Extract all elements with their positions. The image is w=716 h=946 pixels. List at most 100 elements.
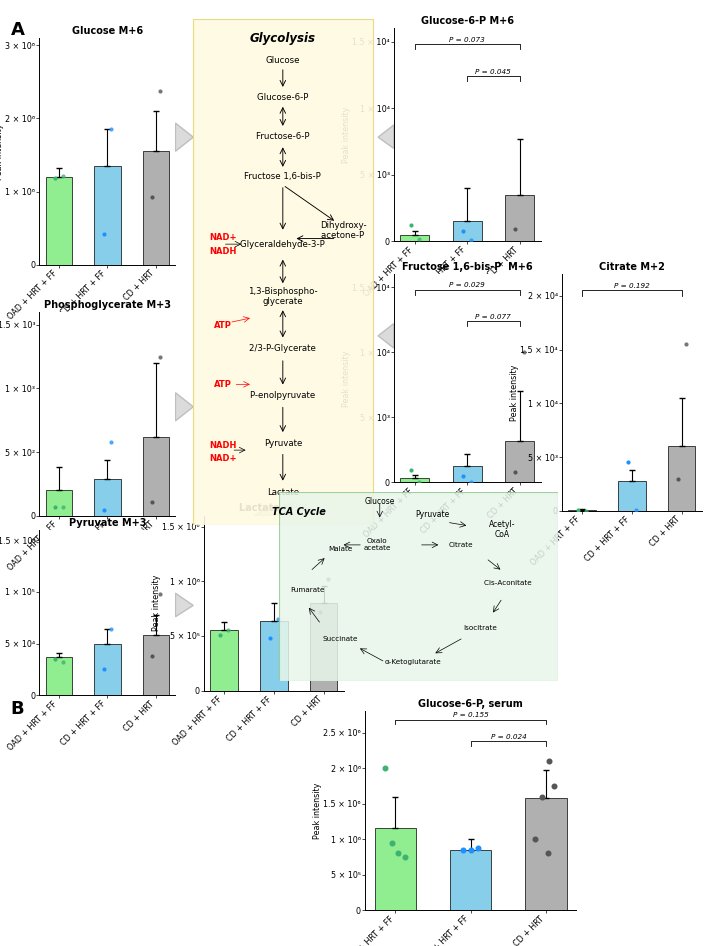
- Point: [405, 463, 417, 478]
- Title: Citrate M+2: Citrate M+2: [599, 262, 665, 272]
- Bar: [94, 166, 121, 265]
- Text: Glucose-6-​P: Glucose-6-​P: [257, 93, 309, 102]
- Point: [105, 434, 117, 449]
- Point: [154, 587, 165, 602]
- Bar: [142, 151, 169, 265]
- Bar: [142, 437, 169, 516]
- Text: Pyruvate: Pyruvate: [263, 439, 302, 447]
- Point: [105, 122, 117, 137]
- Title: Pyruvate M+3: Pyruvate M+3: [69, 517, 146, 528]
- Title: Glucose-6-P M+6: Glucose-6-P M+6: [421, 16, 513, 26]
- Text: Fumarate: Fumarate: [290, 587, 324, 593]
- FancyBboxPatch shape: [193, 19, 373, 525]
- Text: Cis-​Aconitate: Cis-​Aconitate: [484, 580, 532, 586]
- Text: Fructose 1,6-bis-​P: Fructose 1,6-bis-​P: [244, 172, 321, 182]
- Point: [465, 233, 477, 248]
- Text: Glyceraldehyde-3-​P: Glyceraldehyde-3-​P: [241, 239, 325, 249]
- Y-axis label: Peak intensity: Peak intensity: [342, 107, 351, 163]
- Point: [529, 832, 541, 847]
- Text: Glucose: Glucose: [364, 497, 395, 506]
- Point: [322, 571, 334, 587]
- Point: [146, 494, 158, 509]
- Polygon shape: [175, 393, 193, 421]
- Text: TCA Cycle: TCA Cycle: [272, 507, 326, 517]
- Bar: [260, 621, 288, 691]
- Point: [465, 842, 477, 857]
- Polygon shape: [254, 506, 290, 516]
- Point: [458, 842, 469, 857]
- Point: [379, 761, 391, 776]
- Point: [146, 648, 158, 663]
- Point: [548, 779, 559, 794]
- Text: α-Ketoglutarate: α-Ketoglutarate: [385, 659, 442, 665]
- Text: P = 0.192: P = 0.192: [614, 283, 649, 289]
- Point: [510, 464, 521, 480]
- Point: [458, 468, 469, 483]
- Text: P = 0.024: P = 0.024: [490, 733, 526, 740]
- Point: [465, 475, 477, 490]
- Text: P = 0.029: P = 0.029: [450, 282, 485, 289]
- Point: [473, 840, 484, 855]
- Point: [543, 846, 554, 861]
- Y-axis label: Peak intensity: Peak intensity: [152, 575, 161, 631]
- Point: [223, 622, 234, 638]
- Y-axis label: Peak intensity: Peak intensity: [342, 350, 351, 407]
- Text: ATP: ATP: [214, 321, 231, 329]
- Text: Acetyl-
CoA: Acetyl- CoA: [489, 520, 516, 539]
- Point: [413, 474, 425, 489]
- Bar: [569, 510, 596, 511]
- Polygon shape: [175, 123, 193, 151]
- Text: Fructose-6-​P: Fructose-6-​P: [256, 131, 309, 141]
- Point: [622, 455, 634, 470]
- Point: [458, 223, 469, 238]
- Point: [146, 189, 158, 204]
- Polygon shape: [378, 125, 394, 149]
- Text: P = 0.045: P = 0.045: [475, 68, 511, 75]
- Bar: [94, 479, 121, 516]
- Point: [57, 655, 69, 670]
- Title: Phosphoglycerate M+3: Phosphoglycerate M+3: [44, 300, 171, 310]
- Text: Oxalo
acetate: Oxalo acetate: [363, 538, 391, 552]
- Point: [400, 850, 411, 865]
- Polygon shape: [175, 593, 193, 617]
- Bar: [211, 630, 238, 691]
- Bar: [453, 465, 482, 482]
- Bar: [374, 829, 416, 910]
- Point: [543, 753, 555, 768]
- Text: NADH: NADH: [209, 247, 236, 256]
- Bar: [618, 481, 646, 511]
- Bar: [526, 798, 567, 910]
- Text: Isocitrate: Isocitrate: [463, 625, 497, 631]
- Point: [154, 83, 165, 98]
- Point: [572, 502, 584, 517]
- Point: [105, 622, 117, 637]
- Text: NADH: NADH: [209, 441, 236, 449]
- Point: [536, 789, 547, 804]
- Bar: [505, 441, 534, 482]
- Point: [49, 652, 61, 667]
- Point: [49, 171, 61, 186]
- Text: Pyruvate: Pyruvate: [416, 510, 450, 519]
- Bar: [400, 478, 430, 482]
- Title: Glucose M+6: Glucose M+6: [72, 26, 143, 36]
- Title: Lactate M+3: Lactate M+3: [239, 503, 309, 514]
- Title: Glucose-6-P, serum: Glucose-6-P, serum: [418, 699, 523, 710]
- Bar: [400, 236, 430, 241]
- Y-axis label: Peak intensity: Peak intensity: [0, 123, 4, 180]
- Bar: [505, 195, 534, 241]
- FancyBboxPatch shape: [279, 492, 558, 681]
- Point: [680, 337, 692, 352]
- Point: [98, 503, 110, 518]
- Point: [672, 471, 683, 486]
- Text: Succinate: Succinate: [323, 637, 359, 642]
- Text: Dihydroxy-
acetone-​P: Dihydroxy- acetone-​P: [319, 220, 367, 240]
- Point: [98, 226, 110, 241]
- Point: [49, 499, 61, 515]
- Polygon shape: [378, 324, 394, 348]
- Y-axis label: Peak intensity: Peak intensity: [313, 782, 322, 839]
- Text: ATP: ATP: [214, 380, 231, 389]
- Point: [581, 503, 592, 518]
- Point: [314, 604, 325, 620]
- Bar: [310, 604, 337, 691]
- Title: Fructose 1,6-bis-P  M+6: Fructose 1,6-bis-P M+6: [402, 262, 533, 272]
